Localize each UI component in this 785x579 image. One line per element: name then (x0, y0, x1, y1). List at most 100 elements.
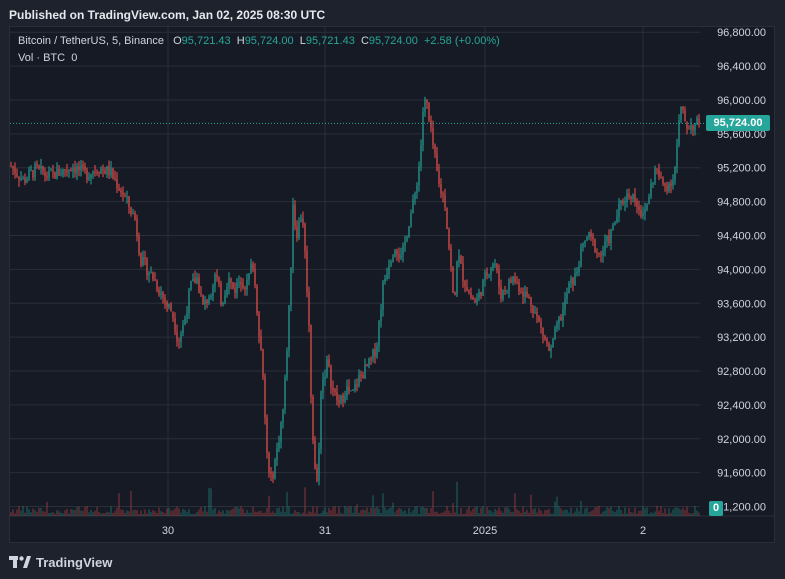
candle-body (212, 286, 214, 296)
volume-bar (270, 512, 272, 516)
candle-body (572, 278, 574, 286)
y-tick-label: 93,200.00 (717, 332, 766, 344)
volume-bar (188, 508, 190, 516)
candle-body (440, 184, 442, 194)
candle-body (386, 274, 388, 279)
candle-body (94, 171, 96, 173)
volume-bar (370, 507, 372, 516)
volume-bar (212, 509, 214, 516)
candle-body (412, 199, 414, 214)
candle-body (50, 169, 52, 171)
candle-body (114, 178, 116, 180)
candle-body (644, 209, 646, 214)
volume-bar (268, 495, 270, 516)
ohlc-legend: Bitcoin / TetherUS, 5, Binance O95,721.4… (18, 35, 500, 47)
volume-bar (470, 511, 472, 516)
candle-body (208, 297, 210, 304)
volume-bar (592, 510, 594, 516)
volume-bar (568, 512, 570, 516)
volume-bar (48, 512, 50, 516)
volume-bar (324, 507, 326, 516)
chart-frame[interactable] (9, 26, 775, 543)
volume-bar (224, 513, 226, 516)
candle-body (178, 340, 180, 342)
volume-bar (360, 510, 362, 516)
volume-bar (380, 512, 382, 516)
volume-bar (508, 508, 510, 516)
candle-body (366, 364, 368, 366)
candle-body (124, 195, 126, 197)
volume-bar (472, 508, 474, 516)
volume-bar (96, 506, 98, 516)
candle-body (160, 292, 162, 295)
candle-body (688, 128, 690, 130)
volume-bar (232, 508, 234, 516)
volume-bar (668, 508, 670, 516)
candle-body (380, 309, 382, 322)
volume-bar (552, 513, 554, 516)
volume-bar (650, 512, 652, 516)
candle-body (608, 236, 610, 244)
candle-body (628, 193, 630, 197)
candle-body (542, 327, 544, 336)
candle-body (110, 168, 112, 176)
volume-bar (612, 510, 614, 516)
volume-bar (180, 512, 182, 516)
volume-bar (206, 511, 208, 516)
volume-bar (402, 511, 404, 516)
volume-bar (684, 509, 686, 516)
candle-body (454, 292, 456, 295)
candle-body (610, 229, 612, 244)
candle-body (332, 387, 334, 390)
volume-bar (264, 512, 266, 516)
candle-body (580, 246, 582, 267)
symbol-title[interactable]: Bitcoin / TetherUS, 5, Binance (18, 35, 164, 47)
volume-bar (696, 510, 698, 516)
volume-bar (450, 513, 452, 516)
volume-bar (606, 507, 608, 516)
candle-body (418, 166, 420, 186)
volume-bar (340, 512, 342, 516)
volume-bar (28, 509, 30, 516)
candle-body (618, 203, 620, 217)
candle-body (540, 321, 542, 328)
candle-body (646, 203, 648, 210)
volume-bar (516, 509, 518, 516)
volume-bar (368, 512, 370, 516)
candle-body (148, 273, 150, 276)
candle-body (278, 442, 280, 449)
volume-bar (392, 502, 394, 516)
candle-body (210, 295, 212, 298)
volume-bar (662, 512, 664, 516)
volume-bar (58, 511, 60, 516)
candle-body (388, 265, 390, 275)
y-tick-label: 91,200.00 (717, 502, 766, 514)
candle-body (470, 293, 472, 298)
volume-bar (46, 501, 48, 516)
candle-body (32, 170, 34, 178)
volume-bar (56, 510, 58, 516)
candle-body (30, 170, 32, 172)
candle-body (574, 273, 576, 286)
volume-bar (562, 510, 564, 516)
volume-bar (182, 508, 184, 516)
volume-bar (454, 512, 456, 516)
candle-body (486, 272, 488, 276)
volume-bar (670, 512, 672, 516)
candle-body (692, 125, 694, 131)
volume-bar (110, 506, 112, 516)
candle-body (92, 171, 94, 174)
volume-bar (176, 506, 178, 516)
candle-body (290, 267, 292, 306)
volume-bar (106, 511, 108, 516)
candle-body (660, 176, 662, 179)
volume-bar (194, 513, 196, 516)
candle-body (134, 212, 136, 220)
volume-bar (490, 510, 492, 516)
candle-body (690, 125, 692, 129)
volume-bar (256, 511, 258, 516)
volume-bar (502, 512, 504, 516)
candle-body (176, 331, 178, 341)
candle-body (322, 379, 324, 393)
